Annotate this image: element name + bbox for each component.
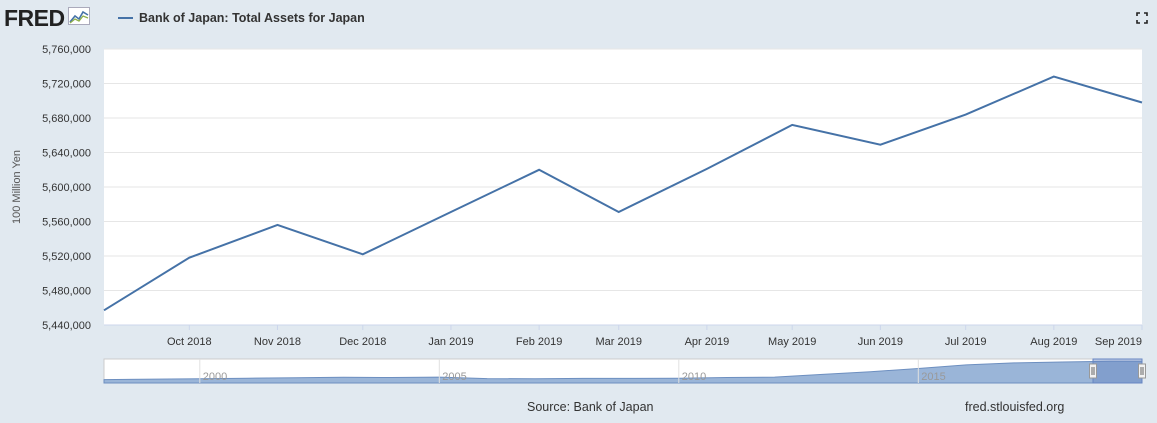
x-tick-label: Mar 2019 — [595, 336, 641, 348]
x-tick-label: Jun 2019 — [858, 336, 903, 348]
y-axis-label: 100 Million Yen — [11, 150, 23, 224]
fullscreen-icon[interactable] — [1136, 11, 1148, 29]
x-tick-label: Sep 2019 — [1095, 336, 1142, 348]
x-tick-label: Dec 2018 — [339, 336, 386, 348]
legend-swatch — [118, 17, 133, 19]
series-line — [103, 75, 1143, 312]
y-tick-label: 5,640,000 — [42, 148, 91, 160]
navigator-selection[interactable] — [1092, 358, 1143, 384]
y-tick-label: 5,600,000 — [42, 182, 91, 194]
fred-graph-icon — [67, 7, 90, 30]
navigator-ticks: 2000 2005 2010 2015 — [199, 359, 946, 383]
chart-legend: Bank of Japan: Total Assets for Japan — [118, 11, 365, 25]
x-tick-label: May 2019 — [768, 336, 816, 348]
credit-link[interactable]: fred.stlouisfed.org — [965, 400, 1065, 414]
navigator-tick-label: 2005 — [442, 371, 466, 383]
fred-logo[interactable]: FRED — [4, 5, 90, 32]
navigator[interactable]: 2000 2005 2010 2015 — [103, 358, 1146, 384]
x-tick-label: Feb 2019 — [516, 336, 562, 348]
y-tick-label: 5,680,000 — [42, 113, 91, 125]
navigator-tick-label: 2015 — [921, 371, 945, 383]
y-tick-label: 5,440,000 — [42, 320, 91, 332]
navigator-right-handle[interactable] — [1138, 363, 1146, 379]
logo-text: FRED — [4, 5, 65, 31]
x-tick-label: Apr 2019 — [685, 336, 730, 348]
x-tick-label: Aug 2019 — [1030, 336, 1077, 348]
x-tick-label: Oct 2018 — [167, 336, 212, 348]
x-tick-label: Jan 2019 — [428, 336, 473, 348]
navigator-left-handle[interactable] — [1089, 363, 1097, 379]
legend-label: Bank of Japan: Total Assets for Japan — [139, 11, 365, 25]
navigator-tick-label: 2000 — [203, 371, 227, 383]
y-tick-label: 5,520,000 — [42, 251, 91, 263]
y-tick-label: 5,760,000 — [42, 44, 91, 56]
y-tick-label: 5,720,000 — [42, 79, 91, 91]
x-axis-ticks: Oct 2018 Nov 2018 Dec 2018 Jan 2019 Feb 2019… — [167, 325, 1143, 348]
x-tick-label: Jul 2019 — [945, 336, 987, 348]
y-tick-label: 5,480,000 — [42, 286, 91, 298]
y-axis-ticks: 5,440,000 5,480,000 5,520,000 5,560,000 5,60… — [42, 44, 91, 332]
x-tick-label: Nov 2018 — [254, 336, 301, 348]
source-text: Source: Bank of Japan — [527, 400, 654, 414]
navigator-tick-label: 2010 — [682, 371, 706, 383]
y-tick-label: 5,560,000 — [42, 217, 91, 229]
